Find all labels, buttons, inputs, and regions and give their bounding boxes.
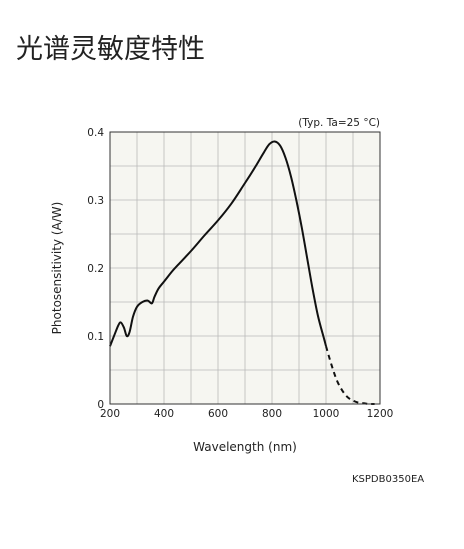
y-tick-label: 0 bbox=[97, 399, 104, 411]
document-code: KSPDB0350EA bbox=[352, 474, 425, 485]
x-tick-label: 200 bbox=[100, 408, 120, 420]
y-tick-label: 0.3 bbox=[87, 195, 104, 207]
y-tick-label: 0.2 bbox=[87, 263, 104, 275]
y-tick-label: 0.4 bbox=[87, 127, 104, 139]
x-tick-labels: 200 400 600 800 1000 1200 bbox=[100, 408, 393, 420]
curve-solid bbox=[109, 140, 327, 347]
x-tick-label: 800 bbox=[262, 408, 282, 420]
x-tick-label: 600 bbox=[208, 408, 228, 420]
y-axis-label: Photosensitivity (A/W) bbox=[50, 202, 64, 335]
page-title: 光谱灵敏度特性 bbox=[16, 34, 205, 65]
x-tick-label: 1000 bbox=[313, 408, 340, 420]
y-tick-labels: 0 0.1 0.2 0.3 0.4 bbox=[87, 127, 104, 411]
x-tick-label: 1200 bbox=[367, 408, 394, 420]
x-axis-label: Wavelength (nm) bbox=[193, 440, 297, 454]
x-tick-label: 400 bbox=[154, 408, 174, 420]
y-tick-label: 0.1 bbox=[87, 331, 104, 343]
grid-lines bbox=[110, 132, 380, 404]
condition-note: (Typ. Ta=25 °C) bbox=[298, 117, 380, 129]
plot-frame bbox=[109, 131, 381, 405]
